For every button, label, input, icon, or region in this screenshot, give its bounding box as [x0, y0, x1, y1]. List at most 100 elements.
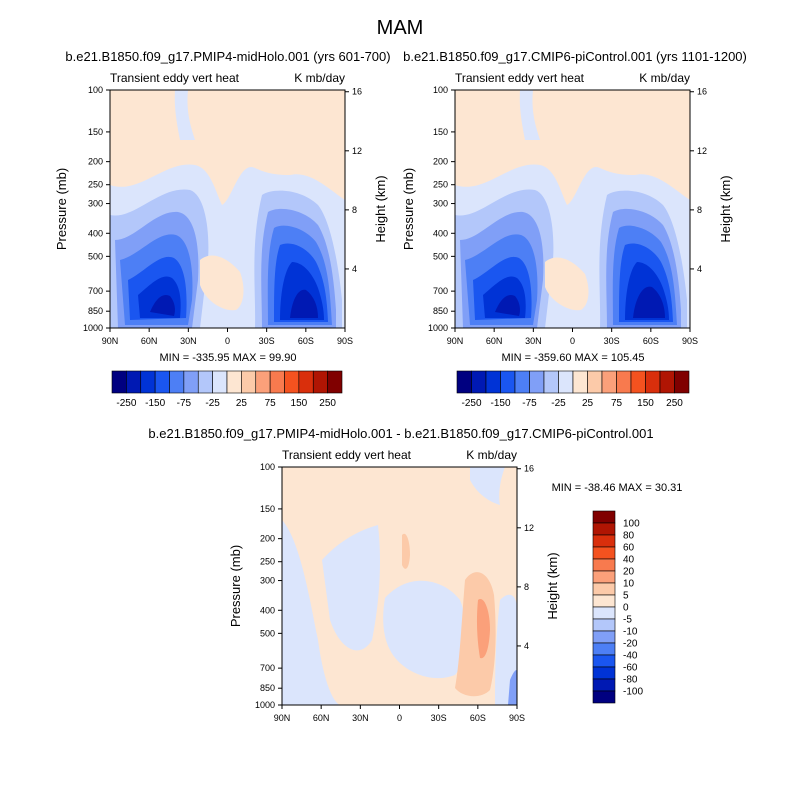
y-tick-label: 100: [88, 85, 103, 95]
negative-region: [470, 467, 505, 505]
colorbar-swatch: [226, 370, 242, 394]
x-tick-label: 90S: [509, 713, 525, 723]
y-axis-label: Pressure (mb): [401, 168, 416, 250]
figure-title: MAM: [377, 17, 424, 39]
x-tick-label: 90S: [337, 336, 353, 346]
x-tick-label: 60S: [298, 336, 314, 346]
colorbar-label: -60: [623, 663, 638, 674]
colorbar-swatch: [312, 370, 328, 394]
y2-axis-label: Height (km): [718, 175, 733, 242]
y2-tick-label: 16: [524, 464, 534, 474]
contour-field: [282, 467, 517, 705]
colorbar-swatch: [558, 370, 574, 394]
colorbar-label: 10: [623, 579, 635, 590]
y-tick-label: 850: [88, 306, 103, 316]
negative-region: [383, 580, 467, 679]
y-tick-label: 1000: [255, 700, 275, 710]
x-tick-label: 30S: [259, 336, 275, 346]
colorbar-swatch: [197, 370, 213, 394]
x-tick-label: 90S: [682, 336, 698, 346]
y-tick-label: 250: [433, 180, 448, 190]
colorbar: -250 -150 -75 -25 25 75 150 250: [456, 370, 690, 409]
colorbar-label: 60: [623, 543, 635, 554]
x-tick-label: 60N: [313, 713, 330, 723]
y-tick-label: 150: [433, 127, 448, 137]
colorbar-label: 40: [623, 555, 635, 566]
colorbar-swatch: [284, 370, 300, 394]
contour-band-7a: [495, 294, 520, 316]
min-max-label: MIN = -335.95 MAX = 99.90: [160, 352, 297, 364]
colorbar-swatch: [592, 546, 616, 560]
y-tick-label: 700: [260, 663, 275, 673]
colorbar-swatch: [587, 370, 603, 394]
colorbar-swatch: [592, 570, 616, 584]
y-tick-label: 400: [88, 228, 103, 238]
colorbar-swatch: [592, 558, 616, 572]
y-tick-label: 400: [433, 228, 448, 238]
y2-tick-label: 16: [352, 87, 362, 97]
contour-band-light-upper: [519, 90, 540, 140]
axes: 90N 60N 30N 0 30S 60S 90S 100 150 200 250 300 400 500…: [428, 85, 707, 346]
y-tick-label: 850: [433, 306, 448, 316]
y2-tick-label: 8: [697, 205, 702, 215]
x-tick-label: 90N: [447, 336, 464, 346]
negative-region-edge: [508, 670, 517, 705]
positive-patch: [545, 257, 589, 311]
colorbar-label: 0: [623, 603, 629, 614]
contour-field: [455, 90, 690, 328]
x-tick-label: 90N: [102, 336, 119, 346]
colorbar-label: -40: [623, 651, 638, 662]
min-max-label: MIN = -359.60 MAX = 105.45: [501, 352, 644, 364]
colorbar-swatch: [327, 370, 343, 394]
y-tick-label: 400: [260, 605, 275, 615]
colorbar-label: 80: [623, 531, 635, 542]
y2-axis-label: Height (km): [373, 175, 388, 242]
colorbar-swatch: [111, 370, 127, 394]
y2-tick-label: 8: [524, 582, 529, 592]
y-tick-label: 1000: [428, 323, 448, 333]
panel-title: b.e21.B1850.f09_g17.PMIP4-midHolo.001 - …: [148, 426, 653, 441]
colorbar-swatch: [674, 370, 690, 394]
x-tick-label: 0: [570, 336, 575, 346]
y-tick-label: 200: [88, 157, 103, 167]
colorbar-swatch: [645, 370, 661, 394]
x-tick-label: 30N: [352, 713, 369, 723]
colorbar-label: 75: [611, 398, 623, 409]
colorbar-label: 25: [582, 398, 594, 409]
left-label: Transient eddy vert heat: [455, 71, 585, 85]
colorbar-label: -100: [623, 687, 643, 698]
colorbar-label: -10: [623, 627, 638, 638]
colorbar-label: -80: [623, 675, 638, 686]
colorbar-swatch: [592, 594, 616, 608]
x-tick-label: 90N: [274, 713, 291, 723]
colorbar-swatch: [514, 370, 530, 394]
colorbar-swatch: [154, 370, 170, 394]
contour-band-light-upper: [174, 90, 195, 140]
colorbar-swatch: [471, 370, 487, 394]
y-tick-label: 500: [433, 251, 448, 261]
colorbar-swatch: [592, 642, 616, 656]
colorbar: -250 -150 -75 -25 25 75 150 250: [111, 370, 343, 409]
axes: 90N 60N 30N 0 30S 60S 90S 100 150 200 250 300 400 500…: [83, 85, 362, 346]
colorbar-swatch: [529, 370, 545, 394]
y-tick-label: 700: [88, 286, 103, 296]
colorbar-swatch: [592, 582, 616, 596]
colorbar-label: -250: [116, 398, 136, 409]
y-tick-label: 850: [260, 683, 275, 693]
y-axis-label: Pressure (mb): [54, 168, 69, 250]
x-tick-label: 60S: [643, 336, 659, 346]
y-tick-label: 250: [88, 180, 103, 190]
positive-region: [402, 533, 410, 569]
y2-tick-label: 4: [524, 641, 529, 651]
x-tick-label: 0: [225, 336, 230, 346]
right-label: K mb/day: [639, 71, 690, 85]
colorbar-swatch: [592, 678, 616, 692]
x-tick-label: 60N: [141, 336, 158, 346]
y2-tick-label: 8: [352, 205, 357, 215]
negative-region: [282, 520, 340, 705]
colorbar-swatch: [592, 606, 616, 620]
colorbar-swatch: [485, 370, 501, 394]
x-tick-label: 60N: [486, 336, 503, 346]
y-tick-label: 300: [88, 199, 103, 209]
